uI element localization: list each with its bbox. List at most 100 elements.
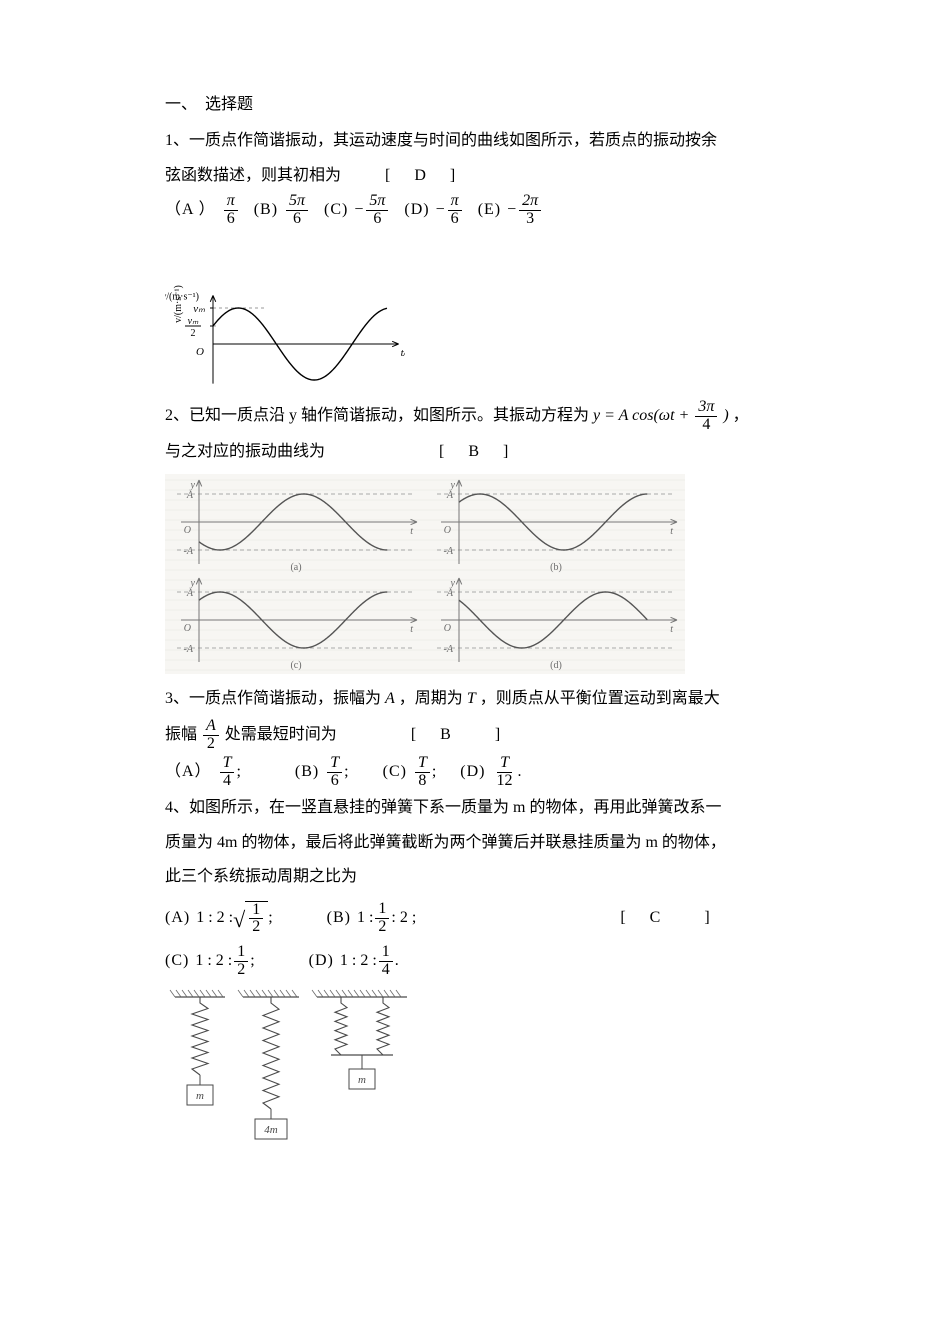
- q1-opt-d-label: (D): [404, 198, 429, 222]
- q4-option-b: (B) 1 : 1 2 : 2 ;: [327, 901, 417, 936]
- q4-b-frac: 1 2: [375, 901, 389, 936]
- svg-text:t: t: [670, 624, 673, 635]
- svg-text:t: t: [410, 526, 413, 537]
- q3-d-semi: .: [518, 760, 522, 784]
- q1-answer-box: [ D ]: [385, 167, 459, 184]
- q1-d-num: π: [448, 193, 462, 211]
- svg-text:O: O: [196, 346, 204, 358]
- q3-l1-mid: ，周期为: [399, 690, 463, 707]
- q1-b-num: 5π: [286, 193, 308, 211]
- q1-opt-a-label: （A ）: [165, 198, 216, 222]
- q4-line1: 4、如图所示，在一竖直悬挂的弹簧下系一质量为 m 的物体，再用此弹簧改系一: [165, 793, 795, 823]
- q3-T: T: [467, 690, 476, 707]
- svg-text:-A: -A: [444, 644, 454, 655]
- q4-b-pre: 1 :: [357, 906, 373, 930]
- q3-a-num: T: [220, 755, 235, 773]
- q3-c-num: T: [415, 755, 430, 773]
- q4-d-pre: 1 : 2 :: [340, 949, 377, 973]
- q4-line3: 此三个系统振动周期之比为: [165, 862, 795, 892]
- svg-text:v/(m·s⁻¹): v/(m·s⁻¹): [173, 285, 184, 323]
- q1-chart-svg: v/(m·s⁻¹)v/(m·s⁻¹)t/svₘvₘ2O: [165, 234, 405, 389]
- q4-a-sn: 1: [249, 902, 263, 920]
- q3-c-semi: ;: [432, 760, 436, 784]
- q2-line1-pre: 2、已知一质点沿 y 轴作简谐振动，如图所示。其振动方程为: [165, 407, 593, 424]
- q4-diagram-svg: m4mm: [165, 985, 425, 1155]
- q4-c-post: ;: [250, 949, 254, 973]
- q4-d-post: .: [395, 949, 399, 973]
- svg-text:(b): (b): [550, 562, 562, 573]
- svg-text:O: O: [444, 525, 451, 536]
- q3-option-d: (D) T 12 .: [460, 755, 521, 790]
- surd-icon: √: [233, 910, 245, 930]
- q1-line1: 1、一质点作简谐振动，其运动速度与时间的曲线如图所示，若质点的振动按余: [165, 126, 795, 156]
- q1-d-neg: −: [436, 198, 445, 222]
- svg-text:A: A: [446, 588, 454, 599]
- q2-eq-den: 4: [699, 417, 713, 434]
- q3-b-num: T: [327, 755, 342, 773]
- q3-d-den: 12: [494, 773, 516, 790]
- q3-c-den: 8: [415, 773, 429, 790]
- q3-answer-box: [ B ]: [411, 726, 504, 743]
- q1-figure: v/(m·s⁻¹)v/(m·s⁻¹)t/svₘvₘ2O: [165, 234, 795, 389]
- svg-text:(a): (a): [290, 562, 301, 573]
- q4-a-sqrt-frac: 1 2: [249, 902, 263, 937]
- q1-b-den: 6: [290, 211, 304, 228]
- svg-text:O: O: [444, 623, 451, 634]
- q4-b-n: 1: [375, 901, 389, 919]
- q4-a-sd: 2: [249, 919, 263, 936]
- q1-a-den: 6: [224, 211, 238, 228]
- svg-text:m: m: [358, 1074, 366, 1086]
- q2-line2: 与之对应的振动曲线为: [165, 443, 325, 460]
- q2-eq-lhs: y = A cos(ωt +: [593, 407, 693, 424]
- q1-options-row: （A ） π 6 (B) 5π 6 (C) − 5π 6 (D) − π 6 (…: [165, 193, 795, 228]
- q4-a-lab: (A): [165, 906, 190, 930]
- q3-option-b: (B) T 6 ;: [295, 755, 349, 790]
- q1-opt-a-frac: π 6: [224, 193, 238, 228]
- q1-c-neg: −: [354, 198, 363, 222]
- q1-option-e: (E) − 2π 3: [478, 193, 543, 228]
- q4-c-n: 1: [234, 944, 248, 962]
- svg-text:A: A: [186, 490, 194, 501]
- q3-l2-pre: 振幅: [165, 726, 197, 743]
- q3-a-lab: （A）: [165, 760, 212, 784]
- q4-d-n: 1: [379, 944, 393, 962]
- svg-text:O: O: [184, 623, 191, 634]
- svg-text:(d): (d): [550, 660, 562, 671]
- q1-c-num: 5π: [366, 193, 388, 211]
- q3-b-semi: ;: [344, 760, 348, 784]
- svg-text:2: 2: [191, 328, 196, 339]
- q2-line2-row: 与之对应的振动曲线为 [ B ]: [165, 437, 795, 467]
- q4-option-c: (C) 1 : 2 : 1 2 ;: [165, 944, 255, 979]
- q1-opt-e-label: (E): [478, 198, 501, 222]
- svg-text:O: O: [184, 525, 191, 536]
- q2-eq-rhs: ): [723, 407, 728, 424]
- svg-text:A: A: [446, 490, 454, 501]
- q4-answer-box: [ C ]: [620, 906, 713, 930]
- q4-figure: m4mm: [165, 985, 795, 1155]
- q4-b-d: 2: [375, 919, 389, 936]
- q4-a-post: ;: [268, 906, 272, 930]
- q3-b-frac: T 6: [327, 755, 342, 790]
- q3-b-lab: (B): [295, 760, 319, 784]
- q3-line1: 3、一质点作简谐振动，振幅为 A ，周期为 T ，则质点从平衡位置运动到离最大: [165, 684, 795, 714]
- q3-d-lab: (D): [460, 760, 485, 784]
- svg-text:-A: -A: [184, 644, 194, 655]
- q4-b-post: : 2 ;: [391, 906, 416, 930]
- q2-eq-num: 3π: [695, 399, 717, 417]
- q1-a-num: π: [224, 193, 238, 211]
- q3-l1-pre: 3、一质点作简谐振动，振幅为: [165, 690, 381, 707]
- q4-line2: 质量为 4m 的物体，最后将此弹簧截断为两个弹簧后并联悬挂质量为 m 的物体，: [165, 828, 795, 858]
- q3-c-frac: T 8: [415, 755, 430, 790]
- q4-a-sqrt: √ 1 2: [233, 901, 268, 937]
- svg-text:4m: 4m: [264, 1124, 278, 1136]
- q4-option-a: (A) 1 : 2 : √ 1 2 ;: [165, 901, 273, 937]
- q4-c-d: 2: [234, 962, 248, 979]
- q3-c-lab: (C): [383, 760, 407, 784]
- q4-d-d: 4: [379, 962, 393, 979]
- q4-d-lab: (D): [309, 949, 334, 973]
- q3-l1-post: ，则质点从平衡位置运动到离最大: [480, 690, 720, 707]
- svg-text:A: A: [186, 588, 194, 599]
- section-heading: 一、 选择题: [165, 90, 795, 120]
- q4-c-lab: (C): [165, 949, 189, 973]
- q4-opts-row2: (C) 1 : 2 : 1 2 ; (D) 1 : 2 : 1 4 .: [165, 944, 795, 979]
